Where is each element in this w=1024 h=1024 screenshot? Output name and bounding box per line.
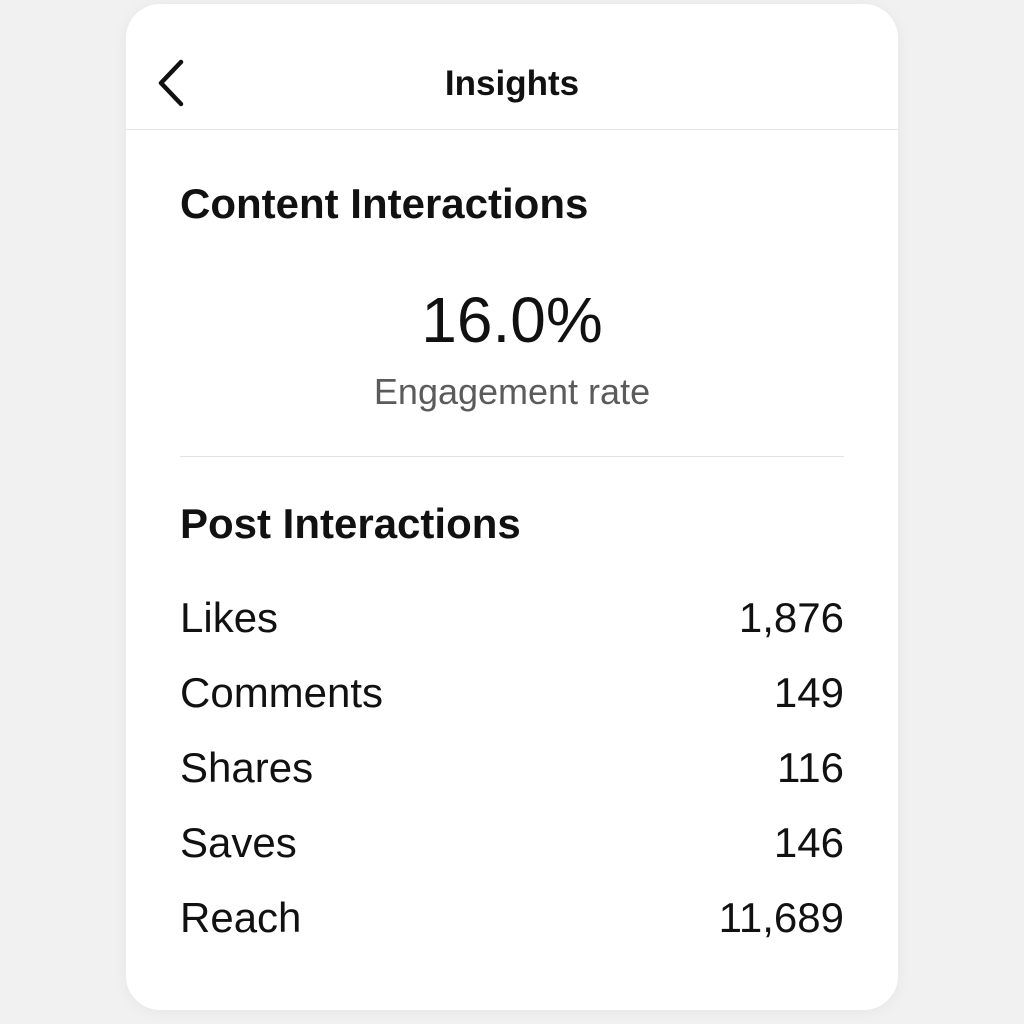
section-divider <box>180 456 844 457</box>
back-button[interactable] <box>148 50 198 110</box>
stat-value: 1,876 <box>738 593 844 641</box>
content-interactions-title: Content Interactions <box>180 180 589 227</box>
stat-value: 116 <box>777 743 844 791</box>
stat-value: 11,689 <box>718 893 844 941</box>
header-bar: Insights <box>126 4 898 130</box>
stat-label: Saves <box>180 818 297 866</box>
stat-label: Comments <box>180 668 384 716</box>
post-interactions-list: Likes 1,876 Comments 149 Shares 116 Save… <box>180 580 844 955</box>
post-interactions-title: Post Interactions <box>180 500 521 547</box>
stat-row-likes: Likes 1,876 <box>180 580 844 655</box>
stat-row-reach: Reach 11,689 <box>180 880 844 955</box>
engagement-rate-label: Engagement rate <box>373 371 651 412</box>
stat-label: Shares <box>180 743 314 791</box>
page-title: Insights <box>444 64 580 103</box>
stat-row-comments: Comments 149 <box>180 655 844 730</box>
stat-value: 149 <box>773 668 844 716</box>
stat-value: 146 <box>773 818 844 866</box>
engagement-rate-value: 16.0% <box>421 284 603 356</box>
insights-card: Insights Content Interactions 16.0% Enga… <box>126 4 898 1010</box>
stat-label: Reach <box>180 893 302 941</box>
chevron-left-icon <box>158 59 184 107</box>
stat-label: Likes <box>180 593 279 641</box>
stat-row-shares: Shares 116 <box>180 730 844 805</box>
stat-row-saves: Saves 146 <box>180 805 844 880</box>
